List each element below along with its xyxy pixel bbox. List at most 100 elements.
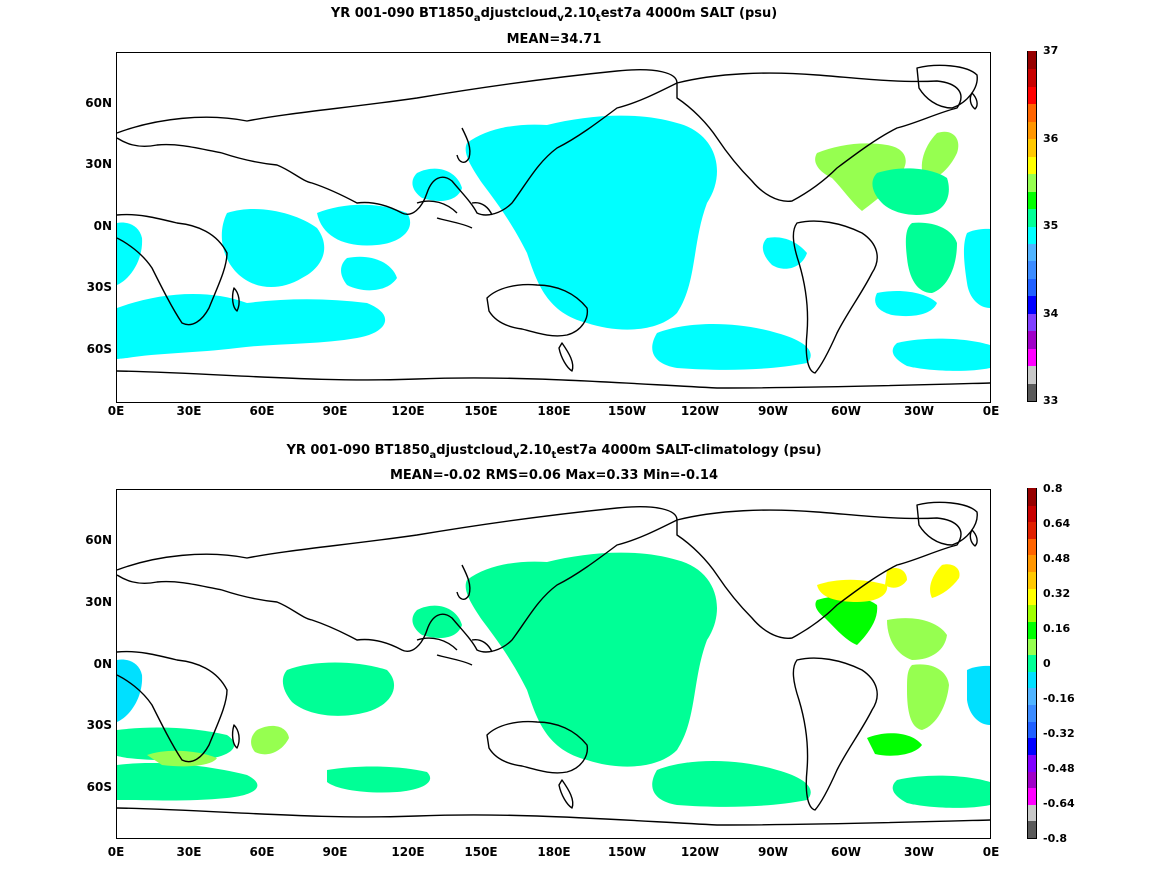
salinity-region — [762, 237, 807, 269]
colorbar — [1027, 488, 1037, 839]
colorbar-segment — [1028, 156, 1036, 175]
x-tick-label: 120W — [680, 845, 720, 859]
salinity-region — [341, 256, 397, 291]
colorbar-tick-label: 0 — [1043, 657, 1051, 670]
colorbar-segment — [1028, 68, 1036, 87]
x-tick-label: 30W — [904, 404, 934, 418]
coastline-uk — [969, 92, 978, 110]
colorbar-tick-label: 0.48 — [1043, 552, 1071, 565]
colorbar-tick-label: 33 — [1043, 394, 1059, 407]
anomaly-region — [815, 595, 878, 645]
anomaly-region — [930, 564, 960, 598]
colorbar-segment — [1028, 571, 1036, 589]
colorbar-segment — [1028, 604, 1036, 622]
colorbar-segment — [1028, 654, 1036, 672]
anomaly-region — [117, 763, 258, 801]
colorbar-segment — [1028, 770, 1036, 789]
x-tick-label: 30W — [904, 845, 934, 859]
salinity-anomaly-map-panel: YR 001-090 BT1850adjustcloudv2.10test7a … — [0, 437, 1167, 875]
x-tick-label: 150W — [607, 845, 647, 859]
x-tick-label: 180E — [537, 845, 571, 859]
coastline-new-zealand — [558, 342, 574, 372]
colorbar-segment — [1028, 208, 1036, 227]
colorbar-segment — [1028, 121, 1036, 140]
anomaly-region — [887, 618, 947, 660]
salinity-region — [872, 168, 949, 215]
coastline-australia — [486, 720, 589, 774]
x-tick-label: 90E — [322, 404, 348, 418]
anomaly-region — [412, 605, 462, 638]
colorbar-segment — [1028, 225, 1036, 244]
colorbar-segment — [1028, 504, 1036, 523]
coastline-new-zealand — [558, 779, 574, 809]
coastline-south-america — [792, 657, 878, 811]
coastline-north-america — [676, 509, 962, 639]
colorbar-tick-label: -0.16 — [1043, 692, 1075, 705]
anomaly-region — [147, 750, 217, 767]
colorbar-segment — [1028, 554, 1036, 573]
coastline-madagascar — [231, 724, 240, 749]
x-tick-label: 60E — [249, 845, 275, 859]
coastline-greenland — [916, 501, 978, 546]
colorbar-segment — [1028, 313, 1036, 332]
coastline-indonesia — [416, 637, 493, 666]
anomaly-region — [117, 659, 143, 722]
coastline-greenland — [916, 64, 978, 109]
salinity-region — [921, 131, 959, 181]
colorbar-tick-label: 0.64 — [1043, 517, 1071, 530]
colorbar-tick-label: -0.64 — [1043, 797, 1075, 810]
map-plot-area — [116, 489, 991, 839]
colorbar-segment — [1028, 382, 1036, 401]
coastline-uk — [969, 529, 978, 547]
coastline-japan — [456, 564, 471, 600]
salinity-region — [963, 228, 990, 308]
x-tick-label: 0E — [107, 845, 125, 859]
anomaly-region — [885, 568, 907, 588]
colorbar-segment — [1028, 737, 1036, 755]
salinity-region — [815, 143, 906, 211]
coastline-australia — [486, 283, 589, 337]
coastline-africa — [117, 650, 228, 763]
map-plot-area — [116, 52, 991, 403]
coastlines — [117, 64, 990, 389]
colorbar-segment — [1028, 347, 1036, 367]
colorbar-tick-label: -0.8 — [1043, 832, 1068, 845]
colorbar-tick-label: 35 — [1043, 219, 1059, 232]
colorbar-tick-label: 0.16 — [1043, 622, 1071, 635]
colorbar-segment — [1028, 637, 1036, 656]
x-tick-label: 120W — [680, 404, 720, 418]
x-tick-label: 150W — [607, 404, 647, 418]
y-tick-label: 30N — [85, 595, 112, 609]
coastline-madagascar — [231, 287, 240, 312]
x-tick-label: 90W — [758, 404, 788, 418]
salinity-region — [117, 293, 386, 359]
colorbar-segment — [1028, 138, 1036, 157]
x-tick-label: 60E — [249, 404, 275, 418]
colorbar-segment — [1028, 687, 1036, 706]
anomaly-fill-regions — [117, 552, 990, 808]
anomaly-region — [892, 775, 990, 808]
colorbar-segment — [1028, 804, 1036, 822]
anomaly-region — [867, 733, 922, 756]
map-svg — [117, 64, 990, 389]
x-tick-label: 120E — [391, 845, 425, 859]
panel-subtitle: MEAN=-0.02 RMS=0.06 Max=0.33 Min=-0.14 — [389, 468, 719, 483]
colorbar-tick-label: 34 — [1043, 307, 1059, 320]
panel-title: YR 001-090 BT1850adjustcloudv2.10test7a … — [330, 6, 778, 24]
colorbar-segment — [1028, 295, 1036, 314]
x-tick-label: 180E — [537, 404, 571, 418]
colorbar-tick-label: 37 — [1043, 44, 1059, 57]
y-tick-label: 0N — [93, 219, 112, 233]
map-svg — [117, 501, 990, 826]
colorbar-tick-label: -0.48 — [1043, 762, 1075, 775]
salinity-region — [652, 324, 811, 370]
x-tick-label: 60W — [831, 404, 861, 418]
salinity-fill-regions — [117, 115, 990, 371]
colorbar-segment — [1028, 86, 1036, 105]
x-tick-label: 0E — [982, 845, 1000, 859]
anomaly-region — [282, 662, 395, 716]
colorbar-segment — [1028, 260, 1036, 279]
colorbar-tick-label: 36 — [1043, 132, 1059, 145]
y-tick-label: 0N — [93, 657, 112, 671]
anomaly-region — [652, 761, 811, 807]
